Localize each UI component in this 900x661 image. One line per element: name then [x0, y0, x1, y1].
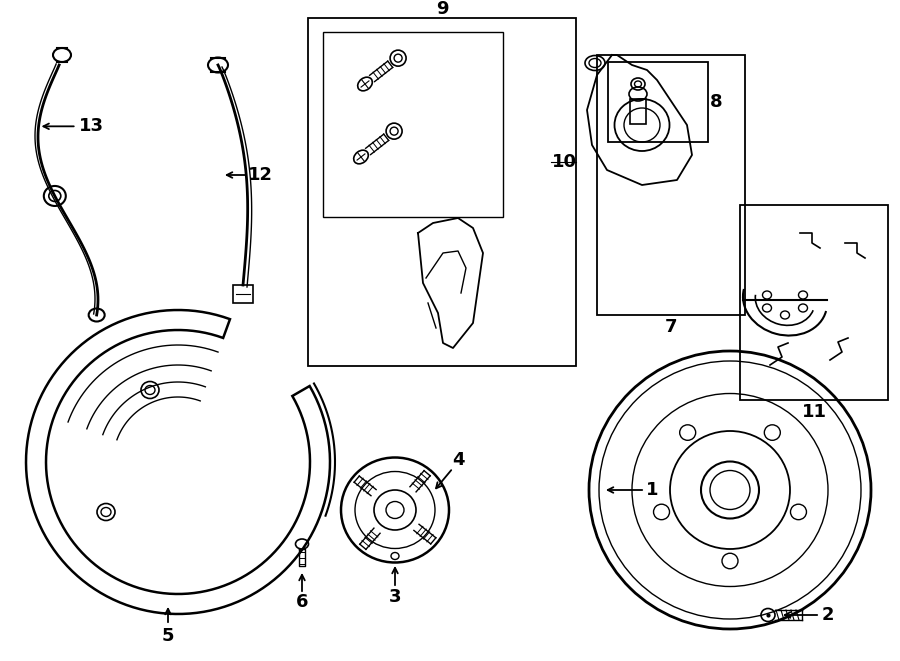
Bar	[608, 62, 708, 142]
Bar	[740, 205, 888, 400]
Text: 13: 13	[79, 118, 104, 136]
Bar	[597, 55, 745, 315]
Text: 6: 6	[296, 593, 308, 611]
Bar	[233, 285, 253, 303]
Text: 8: 8	[710, 93, 723, 111]
Bar	[630, 99, 646, 124]
Text: 5: 5	[162, 627, 175, 645]
Text: 1: 1	[646, 481, 658, 499]
Text: 4: 4	[452, 451, 464, 469]
Text: 3: 3	[389, 588, 401, 606]
Text: 9: 9	[436, 0, 448, 18]
Text: 2: 2	[822, 606, 834, 624]
Text: 10: 10	[552, 153, 577, 171]
Bar	[308, 18, 576, 366]
Text: 11: 11	[802, 403, 826, 421]
Text: 12: 12	[248, 166, 273, 184]
Bar	[323, 32, 503, 217]
Text: 7: 7	[665, 318, 677, 336]
